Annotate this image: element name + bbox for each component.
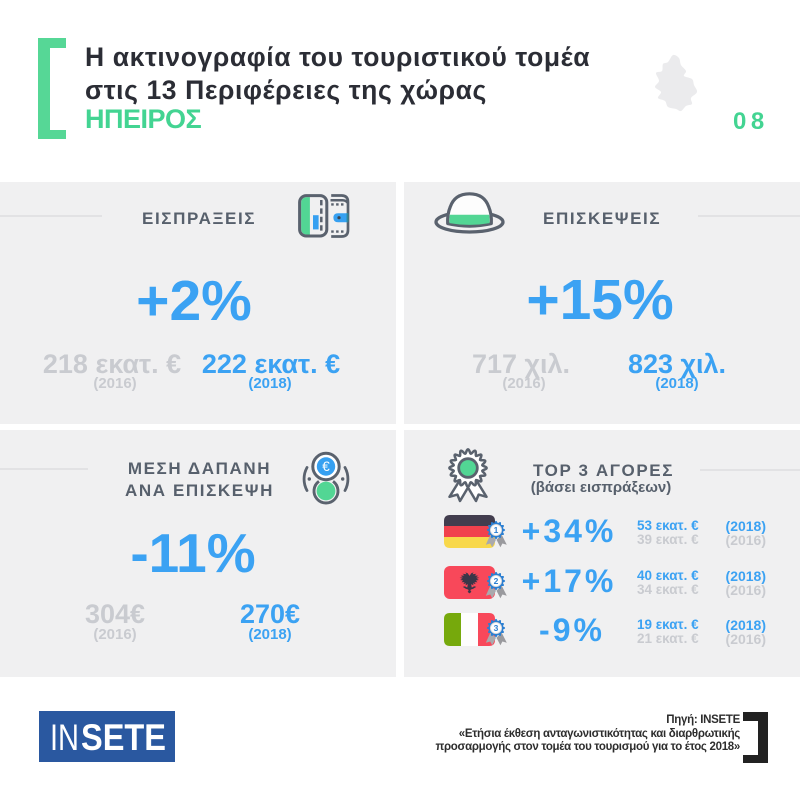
svg-text:€: € <box>322 459 330 474</box>
svg-text:3: 3 <box>494 623 499 633</box>
svg-text:IN: IN <box>50 717 79 758</box>
svg-text:2: 2 <box>494 576 499 586</box>
svg-text:1: 1 <box>494 525 499 535</box>
svg-text:SETE: SETE <box>81 717 166 758</box>
